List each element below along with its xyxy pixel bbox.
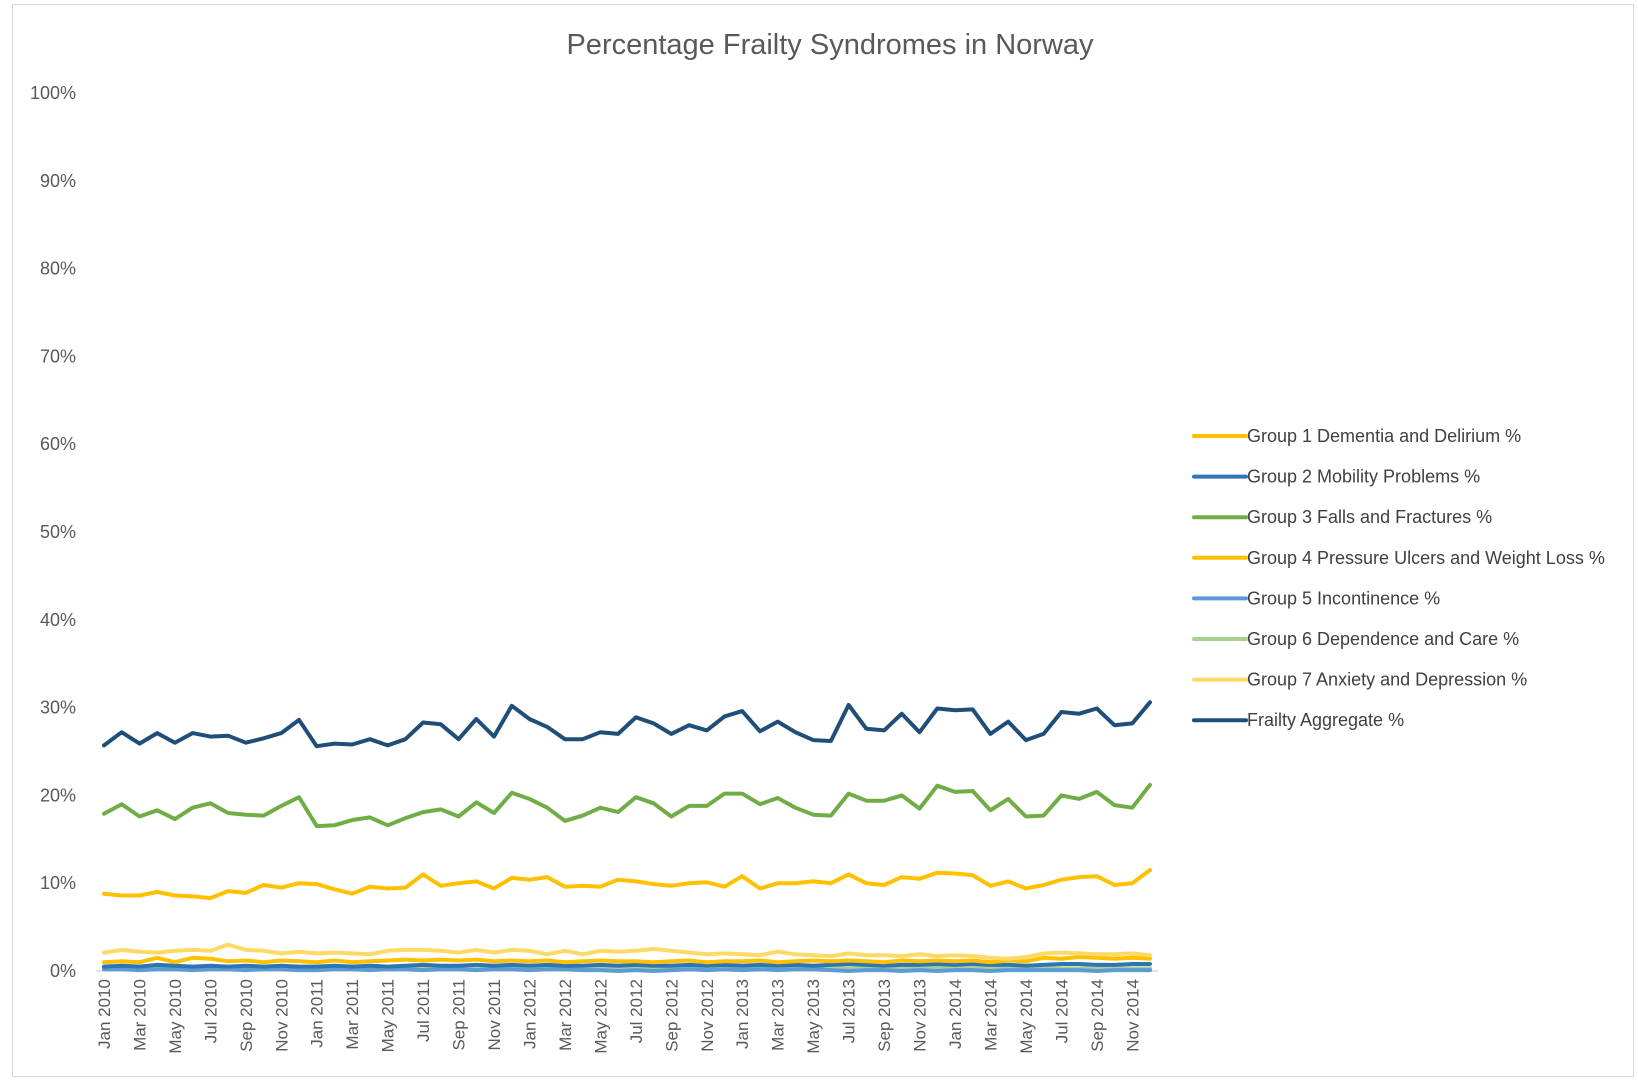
x-tick-label: Jan 2010 [95, 979, 114, 1049]
y-tick-label: 70% [40, 346, 76, 366]
y-tick-label: 20% [40, 785, 76, 805]
x-tick-label: Mar 2013 [769, 979, 788, 1051]
y-tick-label: 100% [30, 83, 76, 103]
x-tick-label: Sep 2010 [237, 979, 256, 1052]
series-lines [102, 700, 1152, 973]
x-tick-label: Jul 2013 [840, 979, 859, 1043]
x-tick-label: Sep 2014 [1088, 979, 1107, 1052]
y-tick-label: 90% [40, 171, 76, 191]
y-tick-label: 30% [40, 698, 76, 718]
legend-entry: Group 3 Falls and Fractures % [1247, 507, 1492, 527]
series-line [102, 782, 1152, 829]
x-tick-label: Nov 2012 [698, 979, 717, 1052]
x-tick-label: Mar 2012 [556, 979, 575, 1051]
series-line [102, 967, 1152, 973]
x-tick-label: Mar 2014 [981, 979, 1000, 1051]
x-tick-label: Mar 2011 [343, 979, 362, 1050]
legend-entry: Frailty Aggregate % [1247, 710, 1404, 730]
series-line [102, 955, 1152, 965]
y-tick-label: 60% [40, 434, 76, 454]
x-tick-label: Nov 2013 [911, 979, 930, 1052]
x-tick-label: Nov 2011 [485, 979, 504, 1051]
x-tick-label: Jul 2011 [414, 979, 433, 1042]
chart-title: Percentage Frailty Syndromes in Norway [566, 29, 1094, 61]
series-line [102, 868, 1152, 901]
y-tick-label: 0% [50, 961, 76, 981]
y-tick-label: 50% [40, 522, 76, 542]
x-tick-label: Jan 2012 [520, 979, 539, 1049]
legend-entry: Group 5 Incontinence % [1247, 588, 1440, 608]
x-tick-label: May 2013 [804, 979, 823, 1054]
x-tick-label: Sep 2011 [450, 979, 469, 1051]
legend-entry: Group 2 Mobility Problems % [1247, 467, 1480, 487]
chart-frame [12, 4, 1634, 1077]
y-tick-label: 80% [40, 259, 76, 279]
x-tick-label: Sep 2013 [875, 979, 894, 1052]
x-tick-label: Jul 2010 [201, 979, 220, 1043]
legend-entry: Group 6 Dependence and Care % [1247, 629, 1519, 649]
series-line [102, 942, 1152, 961]
x-tick-label: Jan 2013 [733, 979, 752, 1049]
x-tick-label: Jul 2012 [627, 979, 646, 1043]
x-tick-label: Sep 2012 [662, 979, 681, 1052]
y-axis-ticks: 0% 10% 20% 30% 40% 50% 60% 70% 80% 90% 100% [30, 83, 76, 981]
x-tick-label: Mar 2010 [130, 979, 149, 1051]
x-tick-label: May 2011 [379, 979, 398, 1052]
x-tick-label: Jan 2014 [946, 979, 965, 1049]
legend: Group 1 Dementia and Delirium % Group 2 M… [1192, 426, 1605, 730]
series-line [102, 962, 1152, 969]
x-tick-label: Jan 2011 [308, 979, 327, 1048]
series-line [102, 700, 1152, 749]
legend-entry: Group 7 Anxiety and Depression % [1247, 670, 1527, 690]
legend-entry: Group 4 Pressure Ulcers and Weight Loss … [1247, 548, 1605, 568]
x-tick-label: Jul 2014 [1052, 979, 1071, 1043]
x-tick-label: May 2014 [1017, 979, 1036, 1054]
x-axis-ticks: Jan 2010 Mar 2010 May 2010 Jul 2010 Sep 2010… [95, 979, 1142, 1054]
x-tick-label: May 2012 [591, 979, 610, 1054]
y-tick-label: 40% [40, 610, 76, 630]
y-tick-label: 10% [40, 873, 76, 893]
x-tick-label: Nov 2010 [272, 979, 291, 1052]
x-tick-label: Nov 2014 [1123, 979, 1142, 1052]
legend-entry: Group 1 Dementia and Delirium % [1247, 426, 1521, 446]
x-tick-label: May 2010 [166, 979, 185, 1054]
